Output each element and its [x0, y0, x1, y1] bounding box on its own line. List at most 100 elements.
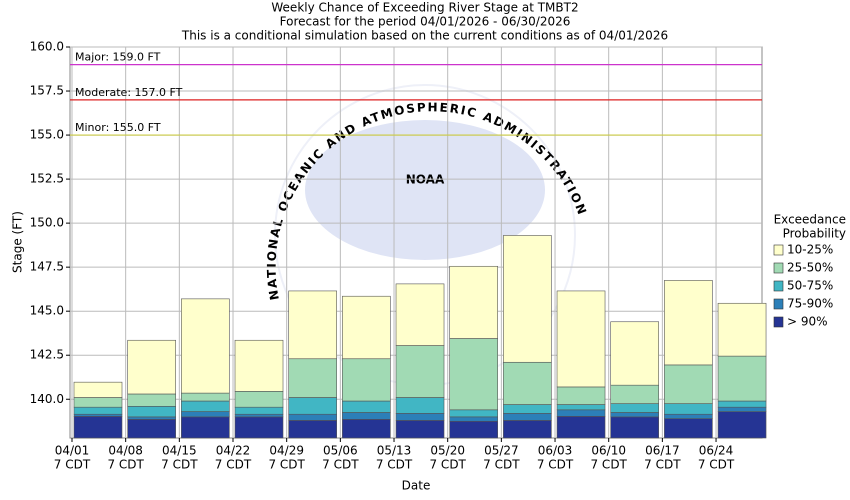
- bar-segment: [556, 404, 606, 411]
- bar-segment: [717, 400, 767, 408]
- bar-segment: [234, 391, 284, 408]
- bar-segment: [234, 339, 284, 392]
- bar-segment: [127, 419, 176, 439]
- x-tick-label: 04/22: [216, 444, 251, 458]
- bar-segment: [288, 358, 337, 398]
- x-tick-sublabel: 7 CDT: [54, 458, 91, 472]
- y-tick-label: 147.5: [30, 260, 64, 274]
- bar-segment: [664, 418, 713, 439]
- x-tick-sublabel: 7 CDT: [161, 458, 198, 472]
- bar-segment: [181, 416, 230, 439]
- bar-segment: [556, 409, 606, 417]
- threshold-label: Major: 159.0 FT: [75, 51, 161, 64]
- x-tick-sublabel: 7 CDT: [590, 458, 627, 472]
- x-tick-sublabel: 7 CDT: [268, 458, 305, 472]
- threshold-label: Moderate: 157.0 FT: [75, 86, 183, 99]
- bar-segment: [127, 393, 176, 407]
- legend-label: 50-75%: [787, 279, 833, 293]
- bar-segment: [342, 295, 391, 360]
- bar-segment: [342, 412, 391, 420]
- x-tick-label: 05/20: [430, 444, 465, 458]
- legend-title: Probability: [783, 227, 846, 241]
- bar-segment: [73, 413, 123, 417]
- bar-segment: [556, 386, 606, 405]
- bar-segment: [503, 404, 552, 414]
- bar-segment: [181, 411, 230, 418]
- x-tick-sublabel: 7 CDT: [483, 458, 520, 472]
- x-axis-label: Date: [402, 479, 431, 493]
- chart-title: Forecast for the period 04/01/2026 - 06/…: [280, 15, 571, 29]
- legend-label: 10-25%: [787, 243, 833, 257]
- legend-label: > 90%: [787, 315, 828, 329]
- x-tick-sublabel: 7 CDT: [644, 458, 681, 472]
- bar-segment: [449, 420, 498, 439]
- bar-segment: [449, 409, 498, 418]
- bar-segment: [181, 400, 230, 412]
- bar-segment: [449, 416, 498, 422]
- x-tick-label: 04/15: [162, 444, 197, 458]
- legend-label: 75-90%: [787, 297, 833, 311]
- bar-segment: [503, 420, 552, 439]
- x-tick-label: 06/10: [591, 444, 626, 458]
- bar-segment: [449, 338, 498, 411]
- bar-segment: [503, 361, 552, 405]
- bar-segment: [73, 406, 123, 415]
- bar-segment: [664, 403, 713, 415]
- bar-segment: [288, 413, 337, 421]
- y-axis-label: Stage (FT): [11, 211, 25, 273]
- bar-segment: [395, 413, 445, 421]
- bar-segment: [234, 416, 284, 439]
- x-tick-sublabel: 7 CDT: [322, 458, 359, 472]
- bar-segment: [127, 405, 176, 418]
- y-tick-label: 160.0: [30, 40, 64, 54]
- x-tick-label: 05/27: [484, 444, 519, 458]
- bar-segment: [127, 416, 176, 420]
- bar-segment: [234, 406, 284, 415]
- y-tick-label: 152.5: [30, 172, 64, 186]
- bar-segment: [610, 403, 660, 413]
- y-tick-label: 155.0: [30, 128, 64, 142]
- bar-segment: [556, 416, 606, 439]
- bar-segment: [610, 384, 660, 404]
- bar-segment: [610, 412, 660, 418]
- bar-segment: [73, 397, 123, 408]
- bar-segment: [717, 355, 767, 402]
- legend-swatch: [773, 262, 784, 274]
- y-tick-label: 140.0: [30, 392, 64, 406]
- threshold-label: Minor: 155.0 FT: [75, 121, 161, 134]
- bar-segment: [717, 411, 767, 439]
- bar-segment: [503, 235, 552, 363]
- bar-segment: [181, 298, 230, 394]
- legend-label: 25-50%: [787, 261, 833, 275]
- bar-segment: [664, 280, 713, 366]
- x-tick-label: 06/24: [699, 444, 734, 458]
- bar-segment: [342, 419, 391, 439]
- bar-segment: [556, 290, 606, 388]
- chart-title: This is a conditional simulation based o…: [181, 29, 668, 43]
- bar-segment: [664, 364, 713, 404]
- bar-segment: [449, 265, 498, 339]
- x-tick-sublabel: 7 CDT: [215, 458, 252, 472]
- bar-segment: [288, 420, 337, 439]
- bar-segment: [181, 392, 230, 402]
- x-tick-label: 05/06: [323, 444, 358, 458]
- x-tick-label: 04/08: [108, 444, 143, 458]
- legend-swatch: [773, 280, 784, 292]
- legend-swatch: [773, 316, 784, 328]
- bar-segment: [395, 420, 445, 439]
- bar-segment: [395, 345, 445, 398]
- bar-segment: [503, 413, 552, 421]
- legend-swatch: [773, 298, 784, 310]
- bar-segment: [342, 358, 391, 402]
- x-tick-sublabel: 7 CDT: [107, 458, 144, 472]
- x-tick-label: 04/01: [55, 444, 90, 458]
- x-tick-label: 06/03: [538, 444, 573, 458]
- bar-segment: [127, 339, 176, 395]
- bar-segment: [610, 321, 660, 386]
- y-tick-label: 150.0: [30, 216, 64, 230]
- legend-title: Exceedance: [774, 213, 846, 227]
- bar-segment: [395, 283, 445, 346]
- x-tick-label: 05/13: [377, 444, 412, 458]
- bar-segment: [73, 381, 123, 398]
